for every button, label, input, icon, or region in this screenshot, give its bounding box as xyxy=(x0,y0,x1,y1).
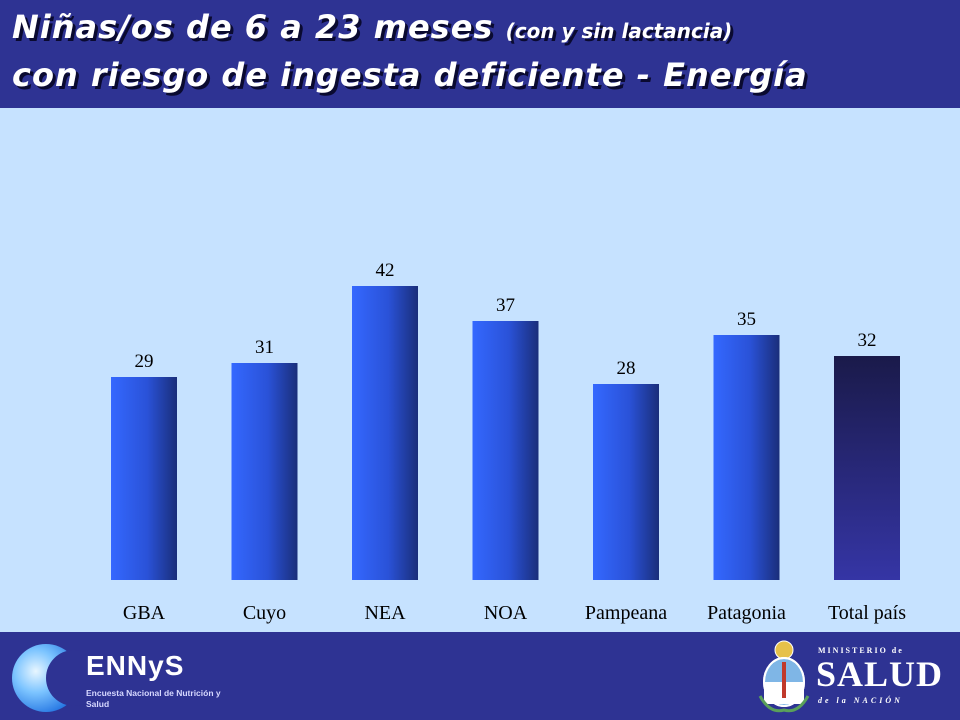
slide-title: Niñas/os de 6 a 23 meses (con y sin lact… xyxy=(12,6,952,98)
category-label: Total país xyxy=(828,602,906,624)
data-label: 28 xyxy=(617,358,636,379)
ministry-top-text: MINISTERIO de xyxy=(818,646,904,655)
argentina-crest-icon xyxy=(758,640,810,713)
data-label: 42 xyxy=(376,260,395,281)
ennys-moon-icon xyxy=(12,644,84,712)
bar-gba xyxy=(111,377,177,580)
title-line-1-main: Niñas/os de 6 a 23 meses xyxy=(12,8,506,46)
bar-cuyo xyxy=(231,363,298,580)
bars-group xyxy=(111,286,900,580)
bar-pampeana xyxy=(593,384,659,580)
data-label: 32 xyxy=(858,330,877,351)
ennys-subtitle: Encuesta Nacional de Nutrición y Salud xyxy=(86,688,221,709)
category-label: NOA xyxy=(484,602,528,624)
category-label: GBA xyxy=(123,602,166,624)
category-labels-group: GBA Cuyo NEA NOA Pampeana Patagonia Total país xyxy=(123,602,906,624)
ministry-bottom-text: de la NACIÓN xyxy=(818,696,903,705)
bar-nea xyxy=(352,286,418,580)
bar-patagonia xyxy=(713,335,780,580)
category-label: Pampeana xyxy=(585,602,667,624)
title-line-2: con riesgo de ingesta deficiente - Energ… xyxy=(12,56,808,94)
title-line-1: Niñas/os de 6 a 23 meses (con y sin lact… xyxy=(12,6,952,52)
bar-chart: 29 31 42 37 28 35 32 GBA Cuyo NEA NOA Pampeana Pata… xyxy=(111,260,906,624)
title-line-1-sub: (con y sin lactancia) xyxy=(505,19,733,43)
bar-noa xyxy=(472,321,539,580)
footer: ENNyS Encuesta Nacional de Nutrición y S… xyxy=(0,632,960,720)
ennys-name: ENNyS xyxy=(86,650,185,681)
data-label: 31 xyxy=(255,337,274,358)
data-label: 37 xyxy=(496,295,515,316)
ennys-logo: ENNyS Encuesta Nacional de Nutrición y S… xyxy=(12,640,222,714)
chart-area: 29 31 42 37 28 35 32 GBA Cuyo NEA NOA Pampeana Pata… xyxy=(0,108,960,632)
data-label: 35 xyxy=(737,309,756,330)
bar-labels-group: 29 31 42 37 28 35 32 xyxy=(135,260,877,379)
category-label: Cuyo xyxy=(243,602,286,624)
ministry-main-text: SALUD xyxy=(816,654,944,694)
ministry-logo: MINISTERIO de SALUD de la NACIÓN xyxy=(756,636,946,716)
category-label: Patagonia xyxy=(707,602,786,624)
bar-total-país xyxy=(834,356,900,580)
category-label: NEA xyxy=(364,602,406,624)
data-label: 29 xyxy=(135,351,154,372)
